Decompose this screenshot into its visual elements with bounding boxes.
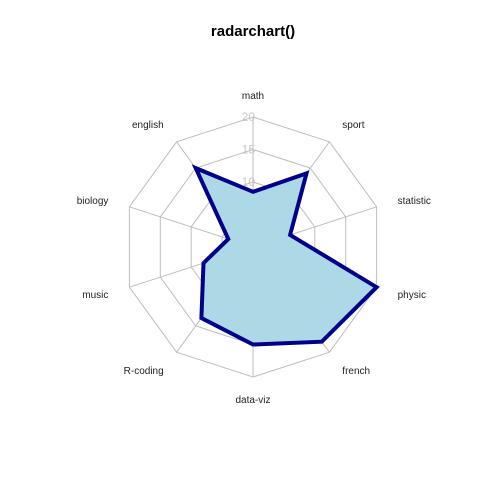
axis-label-data-viz: data-viz [235, 395, 270, 406]
axis-label-R-coding: R-coding [124, 366, 164, 377]
axis-label-music: music [82, 290, 108, 301]
axis-label-english: english [132, 120, 164, 131]
axis-label-french: french [342, 366, 370, 377]
tick-label-15: 15 [242, 143, 256, 157]
axis-label-biology: biology [77, 196, 109, 207]
radar-series [191, 164, 380, 347]
chart-title: radarchart() [211, 23, 295, 40]
series-polygon-0 [191, 164, 380, 347]
axis-label-physic: physic [398, 290, 426, 301]
axis-label-statistic: statistic [398, 196, 431, 207]
radar-tick-labels: 10 15 20 [242, 110, 256, 189]
radar-axis-labels: math sport statistic physic french data-viz R-… [77, 91, 431, 406]
tick-label-10: 10 [242, 175, 256, 189]
axis-label-sport: sport [342, 120, 364, 131]
tick-label-20: 20 [242, 110, 256, 124]
axis-label-math: math [242, 91, 264, 102]
